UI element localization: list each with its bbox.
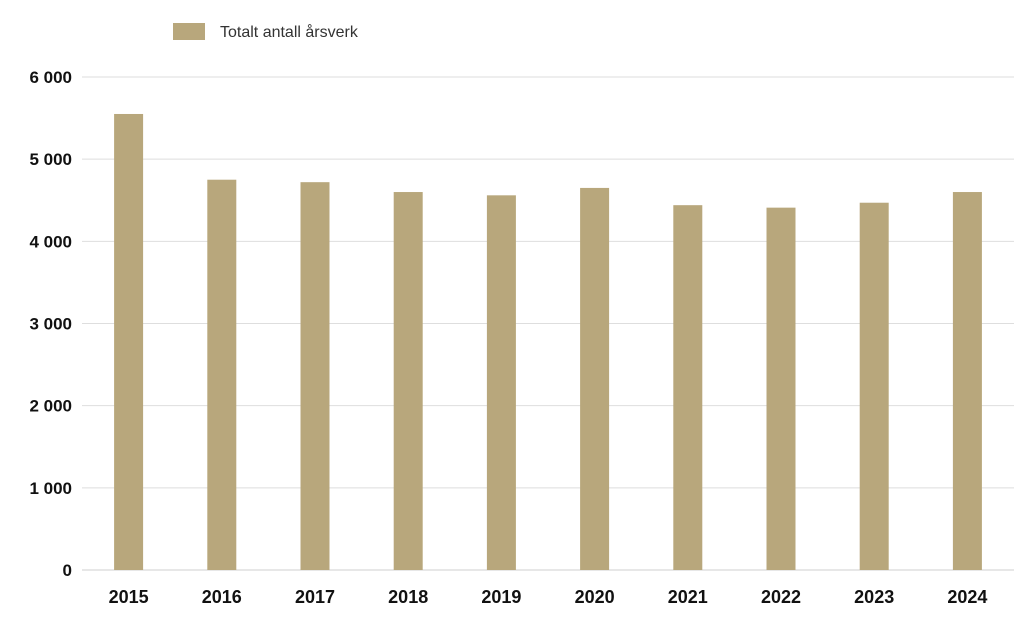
bar-2023 — [859, 202, 889, 570]
x-tick-label: 2018 — [388, 587, 428, 607]
x-tick-label: 2019 — [481, 587, 521, 607]
x-tick-label: 2017 — [295, 587, 335, 607]
x-tick-label: 2024 — [947, 587, 987, 607]
y-tick-label: 0 — [63, 561, 72, 580]
x-tick-label: 2015 — [109, 587, 149, 607]
legend-swatch — [173, 23, 205, 40]
y-axis-ticks: 0 1 000 2 000 3 000 4 000 5 000 6 000 — [29, 68, 72, 580]
y-tick-label: 2 000 — [29, 397, 72, 416]
bar-2016 — [207, 179, 237, 571]
x-axis-ticks: 2015 2016 2017 2018 2019 2020 2021 2022 2023 2024 — [109, 587, 988, 607]
bar-2018 — [393, 192, 423, 571]
x-tick-label: 2021 — [668, 587, 708, 607]
bar-2020 — [580, 187, 610, 571]
bar-2024 — [952, 192, 982, 571]
bar-2022 — [766, 207, 796, 570]
y-tick-label: 4 000 — [29, 232, 72, 251]
gridlines — [82, 76, 1014, 571]
y-tick-label: 5 000 — [29, 150, 72, 169]
bar-2017 — [300, 182, 330, 570]
y-tick-label: 6 000 — [29, 68, 72, 87]
x-tick-label: 2023 — [854, 587, 894, 607]
bar-2019 — [486, 195, 516, 570]
x-tick-label: 2022 — [761, 587, 801, 607]
y-tick-label: 1 000 — [29, 479, 72, 498]
bar-2015 — [114, 113, 144, 570]
bar-2021 — [673, 205, 703, 570]
legend: Totalt antall årsverk — [173, 23, 359, 41]
legend-label: Totalt antall årsverk — [220, 23, 359, 41]
y-tick-label: 3 000 — [29, 315, 72, 334]
x-tick-label: 2016 — [202, 587, 242, 607]
bars — [114, 113, 982, 571]
x-tick-label: 2020 — [575, 587, 615, 607]
